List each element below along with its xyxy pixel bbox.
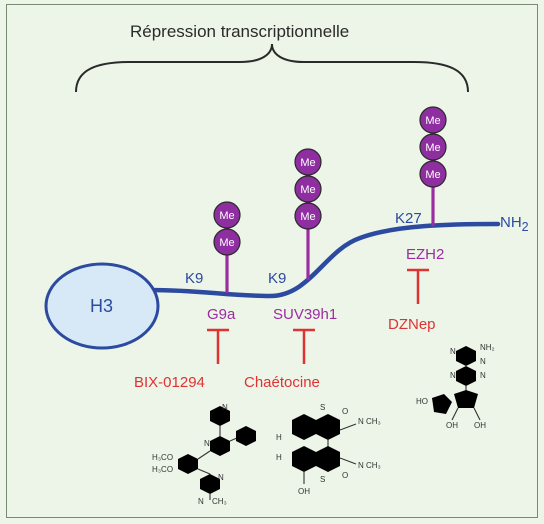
svg-text:H: H <box>276 433 282 442</box>
svg-text:N: N <box>480 357 486 366</box>
nh2-terminus-label: NH2 <box>500 214 529 234</box>
methyl-group-label: Me <box>425 115 440 127</box>
inhibitor-label-chae: Chaétocine <box>244 374 320 391</box>
svg-text:O: O <box>342 471 348 480</box>
chem-structure-bix: H₃CO H₃CO N N N N CH₃ <box>150 396 270 511</box>
site-label-k9b: K9 <box>268 270 286 287</box>
svg-text:N: N <box>204 439 210 448</box>
svg-text:N: N <box>358 461 364 470</box>
site-label-k27: K27 <box>395 210 422 227</box>
svg-text:N: N <box>450 347 456 356</box>
svg-text:OH: OH <box>474 421 486 430</box>
methyl-group-label: Me <box>300 157 315 169</box>
svg-text:H₃CO: H₃CO <box>152 465 173 474</box>
inhibitor-label-bix: BIX-01294 <box>134 374 205 391</box>
svg-text:N: N <box>198 497 204 506</box>
svg-text:H: H <box>276 453 282 462</box>
svg-text:OH: OH <box>298 487 310 496</box>
svg-text:H₃CO: H₃CO <box>152 453 173 462</box>
enzyme-label-suv: SUV39h1 <box>273 306 337 323</box>
svg-text:CH₃: CH₃ <box>366 461 381 470</box>
methyl-group-label: Me <box>425 142 440 154</box>
svg-text:N: N <box>480 371 486 380</box>
methyl-group-label: Me <box>425 169 440 181</box>
svg-text:S: S <box>320 475 325 484</box>
svg-text:CH₃: CH₃ <box>366 417 381 426</box>
brace-icon <box>76 44 468 92</box>
methyl-group-label: Me <box>300 211 315 223</box>
enzyme-label-ezh2: EZH2 <box>406 246 444 263</box>
svg-text:O: O <box>342 407 348 416</box>
svg-text:N: N <box>358 417 364 426</box>
svg-text:N: N <box>218 473 224 482</box>
inhibitor-label-dznep: DZNep <box>388 316 436 333</box>
svg-text:HO: HO <box>416 397 428 406</box>
svg-text:OH: OH <box>446 421 458 430</box>
chem-structure-dznep: NH₂ N N N N HO OH OH <box>404 338 514 435</box>
svg-text:S: S <box>320 403 325 412</box>
site-label-k9a: K9 <box>185 270 203 287</box>
svg-text:NH₂: NH₂ <box>480 343 495 352</box>
chem-structure-chaetocine: NCH₃ NCH₃ O O H H S S OH <box>262 390 402 519</box>
enzyme-label-g9a: G9a <box>207 306 235 323</box>
svg-text:N: N <box>222 403 228 412</box>
methyl-group-label: Me <box>300 184 315 196</box>
methyl-group-label: Me <box>219 210 234 222</box>
methyl-group-label: Me <box>219 237 234 249</box>
svg-text:N: N <box>450 371 456 380</box>
svg-text:CH₃: CH₃ <box>212 497 227 506</box>
histone-h3-label: H3 <box>90 296 113 317</box>
